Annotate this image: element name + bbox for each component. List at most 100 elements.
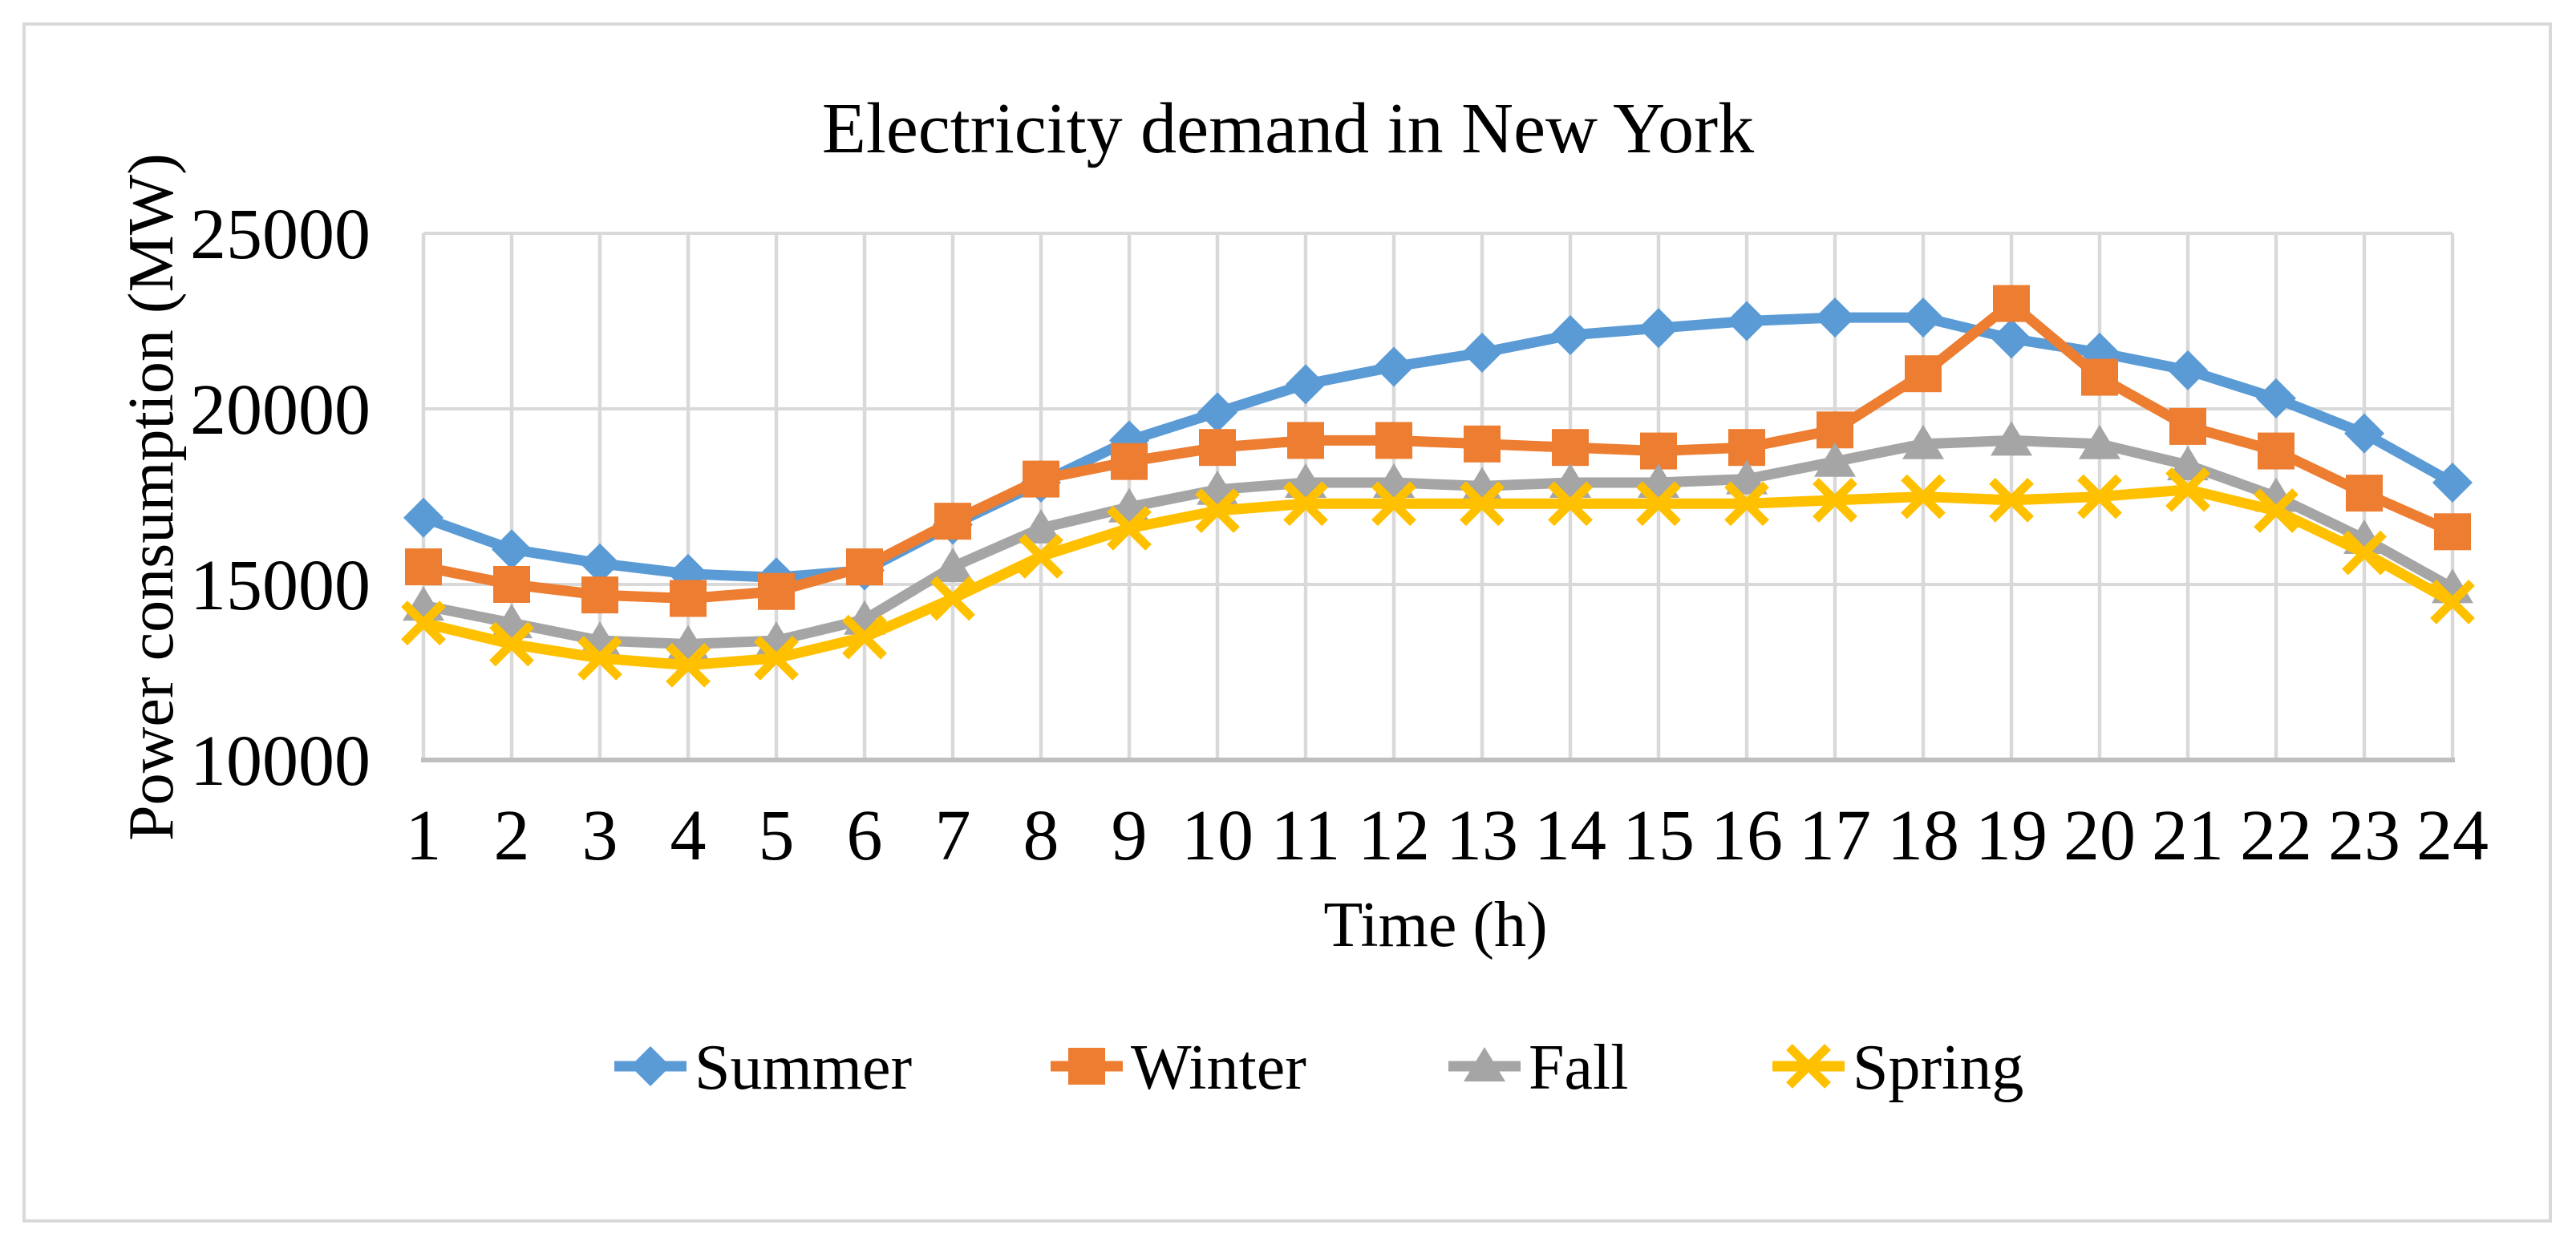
data-point xyxy=(1464,425,1501,463)
data-point xyxy=(1640,432,1677,470)
x-tick-label: 10 xyxy=(1181,796,1254,875)
x-tick-label: 23 xyxy=(2328,796,2400,875)
x-tick-label: 1 xyxy=(406,796,442,875)
data-point xyxy=(1817,411,1853,449)
data-point xyxy=(1020,508,1062,544)
data-point xyxy=(1724,481,1769,527)
series-fall xyxy=(403,421,2473,660)
series-line-spring xyxy=(422,484,2456,671)
series-summer xyxy=(403,297,2473,598)
data-point xyxy=(1552,429,1589,467)
data-point xyxy=(1464,1047,1505,1081)
data-point xyxy=(2081,358,2118,396)
y-tick-label: 15000 xyxy=(190,546,371,625)
legend-item-summer: Summer xyxy=(614,1033,912,1103)
data-point xyxy=(2434,513,2471,551)
x-tick-label: 12 xyxy=(1358,796,1430,875)
x-tick-label: 15 xyxy=(1622,796,1695,875)
series-spring xyxy=(401,467,2475,688)
data-point xyxy=(1548,481,1593,527)
data-point xyxy=(1993,285,2030,322)
data-point xyxy=(1636,481,1681,527)
data-point xyxy=(580,543,620,584)
y-tick-label: 10000 xyxy=(190,722,371,801)
data-point xyxy=(1814,442,1856,477)
data-point xyxy=(932,548,974,583)
data-point xyxy=(846,548,883,586)
y-tick-label: 25000 xyxy=(190,195,371,274)
data-point xyxy=(1375,422,1412,459)
x-tick-label: 20 xyxy=(2064,796,2136,875)
data-point xyxy=(754,636,799,681)
x-tick-label: 7 xyxy=(935,796,971,875)
data-point xyxy=(405,548,442,586)
series-line-fall xyxy=(422,435,2456,649)
legend: Summer Winter Fall Spring xyxy=(614,1033,2023,1103)
legend-item-winter: Winter xyxy=(1051,1033,1306,1103)
x-tick-label: 22 xyxy=(2240,796,2312,875)
data-point xyxy=(1901,474,1946,519)
data-point xyxy=(930,576,975,621)
data-point xyxy=(670,580,707,617)
y-axis-tick-labels: 10000 15000 20000 25000 xyxy=(190,195,371,801)
data-point xyxy=(403,497,444,538)
x-tick-label: 17 xyxy=(1799,796,1871,875)
x-tick-label: 19 xyxy=(1975,796,2047,875)
data-point xyxy=(493,566,530,603)
data-point xyxy=(2077,474,2122,519)
x-tick-label: 4 xyxy=(670,796,707,875)
x-tick-label: 2 xyxy=(494,796,530,875)
series-layer xyxy=(401,285,2475,688)
data-point xyxy=(1550,315,1590,356)
data-point xyxy=(1905,355,1942,393)
data-point xyxy=(1286,364,1326,405)
data-point xyxy=(1197,392,1237,433)
data-point xyxy=(1991,318,2031,359)
x-tick-label: 18 xyxy=(1887,796,1959,875)
data-point xyxy=(1815,297,1855,338)
data-point xyxy=(1374,346,1414,387)
data-point xyxy=(581,576,618,614)
data-point xyxy=(2169,407,2206,445)
chart-border xyxy=(22,22,2552,1223)
x-tick-label: 16 xyxy=(1711,796,1783,875)
data-point xyxy=(1813,477,1857,523)
data-point xyxy=(1989,477,2034,523)
legend-label: Spring xyxy=(1853,1033,2023,1103)
data-point xyxy=(630,1046,670,1086)
data-point xyxy=(666,642,711,688)
data-point xyxy=(1902,424,1944,459)
data-point xyxy=(758,572,795,610)
data-point xyxy=(2430,580,2475,625)
data-point xyxy=(2342,530,2387,576)
y-axis-title: Power consumption (MW) xyxy=(116,153,187,841)
x-tick-label: 6 xyxy=(847,796,883,875)
data-point xyxy=(934,503,971,540)
data-point xyxy=(1727,301,1767,342)
legend-label: Winter xyxy=(1131,1033,1306,1103)
x-tick-label: 21 xyxy=(2152,796,2224,875)
x-tick-label: 8 xyxy=(1023,796,1059,875)
data-point xyxy=(1107,506,1152,551)
x-tick-label: 24 xyxy=(2416,796,2489,875)
data-point xyxy=(2168,350,2208,390)
data-point xyxy=(1903,297,1943,338)
data-point xyxy=(1462,332,1502,373)
data-point xyxy=(1199,429,1236,467)
data-point xyxy=(2344,413,2384,454)
legend-label: Fall xyxy=(1529,1033,1628,1103)
data-point xyxy=(1283,481,1328,527)
x-tick-label: 5 xyxy=(759,796,795,875)
data-point xyxy=(1019,534,1063,579)
data-point xyxy=(2258,432,2295,470)
legend-item-fall: Fall xyxy=(1448,1033,1628,1103)
x-tick-label: 13 xyxy=(1446,796,1518,875)
data-point xyxy=(1786,1044,1831,1089)
data-point xyxy=(2254,488,2299,533)
y-tick-label: 20000 xyxy=(190,370,371,450)
data-point xyxy=(1728,429,1765,467)
series-line-summer xyxy=(421,312,2456,583)
x-axis-tick-labels: 1 2 3 4 5 6 7 8 9 10 11 12 13 14 15 16 17 18 19 20 21 22 23 24 xyxy=(406,796,2489,875)
